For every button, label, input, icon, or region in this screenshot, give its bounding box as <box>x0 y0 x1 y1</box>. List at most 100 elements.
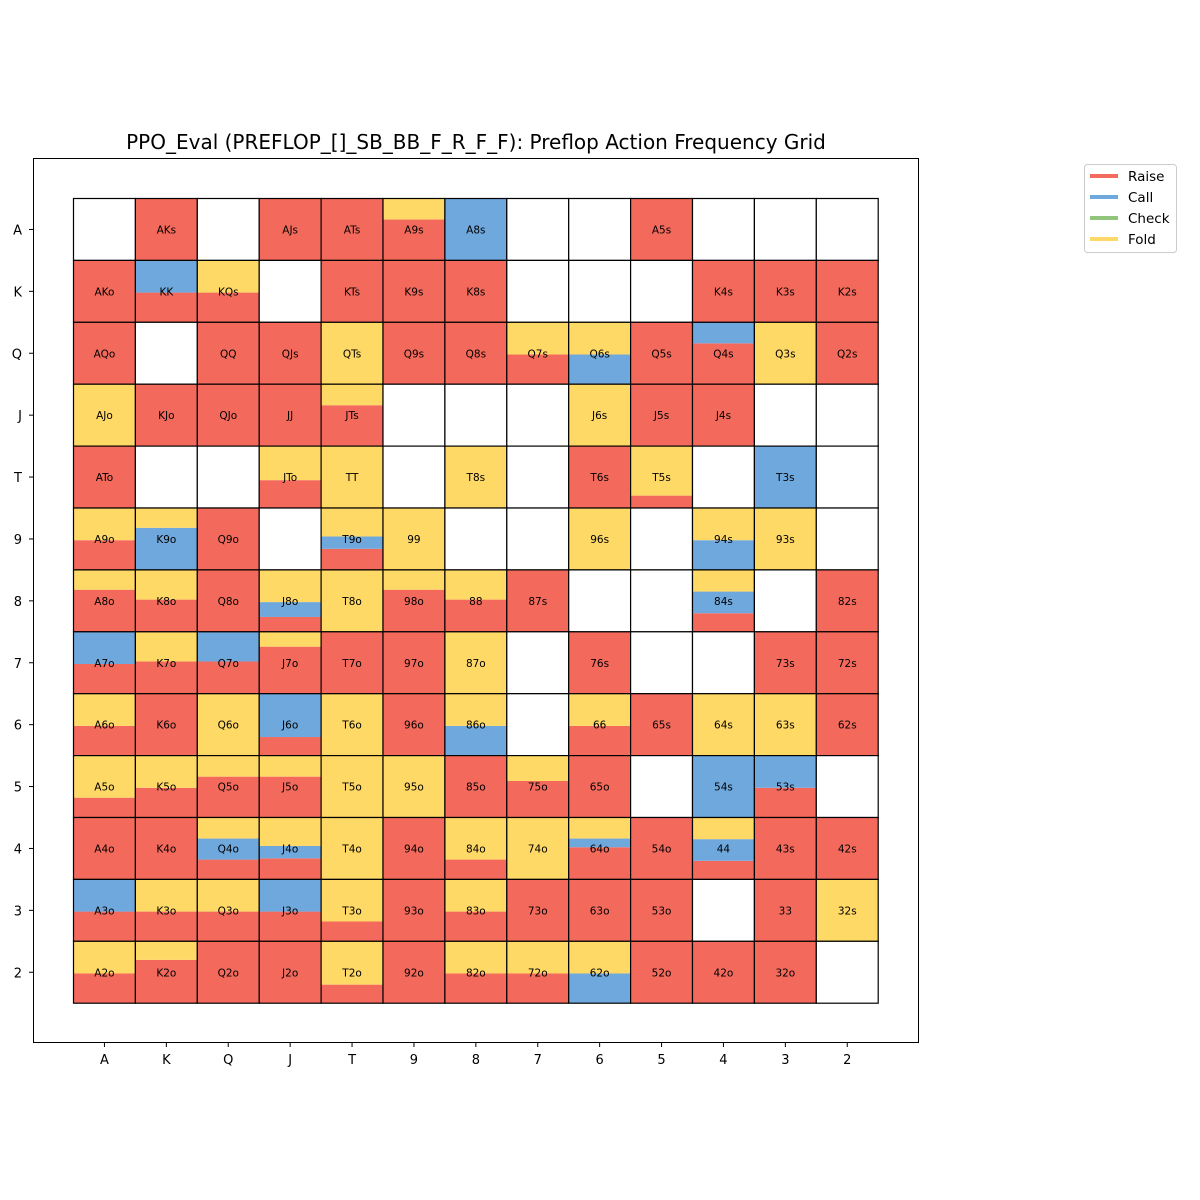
grid-cell: A5s <box>629 197 694 262</box>
grid-cell: 43s <box>753 816 817 881</box>
cell-label: 84s <box>714 596 733 608</box>
raise-segment <box>259 198 322 261</box>
x-tick-label: 4 <box>719 1053 727 1068</box>
cell-background <box>383 384 445 447</box>
grid-cell: 64s <box>691 693 756 757</box>
raise-segment <box>630 941 693 1004</box>
grid-cell: QQ <box>196 321 260 385</box>
cell-label: KQs <box>218 286 239 298</box>
raise-segment <box>754 631 817 694</box>
raise-segment <box>816 817 879 880</box>
grid-cell: AKs <box>134 197 198 262</box>
raise-segment <box>321 405 383 447</box>
fold-segment <box>816 879 879 942</box>
x-tick-label: 9 <box>410 1053 418 1068</box>
raise-segment <box>197 569 260 632</box>
cell-background <box>506 631 569 694</box>
grid-cell: 85o <box>444 754 508 819</box>
y-tick-label: 5 <box>14 781 22 796</box>
cell-label: K9s <box>404 286 423 298</box>
fold-segment <box>259 631 322 647</box>
grid-cell: 96s <box>568 507 632 571</box>
cell-label: 72o <box>528 967 548 979</box>
fold-segment <box>135 631 198 662</box>
grid-cell: JJ <box>258 383 322 447</box>
grid-cell: 87o <box>444 631 508 695</box>
raise-segment <box>259 616 322 632</box>
call-segment <box>692 322 755 344</box>
call-segment <box>692 540 755 570</box>
raise-segment <box>506 879 569 942</box>
grid-cell: T7o <box>320 631 384 695</box>
cell-label: Q4o <box>218 843 239 855</box>
y-tick-label: Q <box>12 347 22 362</box>
raise-segment <box>444 260 507 323</box>
y-tick-label: 8 <box>14 595 22 610</box>
raise-segment <box>444 755 507 818</box>
cell-label: 44 <box>717 843 731 855</box>
call-segment <box>568 973 631 1004</box>
cell-background <box>506 198 569 261</box>
cell-label: T6s <box>589 472 609 484</box>
raise-segment <box>135 661 198 694</box>
grid-cell: K4o <box>134 816 198 881</box>
grid-cell: J2o <box>258 940 322 1004</box>
raise-segment <box>630 495 693 508</box>
raise-segment <box>383 817 445 880</box>
grid-cell: A4o <box>72 816 137 881</box>
grid-cell: JTo <box>258 445 322 509</box>
grid-cell: Q4s <box>691 321 756 385</box>
fold-segment <box>135 941 198 960</box>
cell-label: T8o <box>341 596 362 608</box>
cell-background <box>692 879 755 942</box>
x-tick-label: J <box>287 1053 292 1068</box>
grid-cell: Q3o <box>196 878 260 942</box>
cell-label: JJ <box>286 410 293 422</box>
cell-background <box>816 384 879 447</box>
cell-label: A3o <box>94 905 114 917</box>
grid-cell: 76s <box>568 631 632 695</box>
cell-background <box>259 260 322 323</box>
grid-cell: T2o <box>320 940 384 1004</box>
grid-cell <box>506 383 570 447</box>
cell-label: 42s <box>838 843 857 855</box>
grid-cell: 87s <box>506 569 570 633</box>
grid-cell: Q8s <box>444 321 508 385</box>
fold-segment <box>321 755 383 818</box>
call-segment <box>259 693 322 738</box>
grid-cell <box>506 445 570 509</box>
call-segment <box>444 198 507 261</box>
cell-label: AJs <box>282 224 298 236</box>
x-tick-label: 7 <box>534 1053 542 1068</box>
grid-cell <box>629 631 694 695</box>
cell-label: A9o <box>94 534 114 546</box>
x-tick-label: T <box>347 1053 356 1068</box>
raise-segment <box>73 446 136 508</box>
fold-segment <box>444 631 507 694</box>
cell-label: J2o <box>281 967 298 979</box>
cell-label: 93o <box>404 905 424 917</box>
fold-segment <box>135 879 198 912</box>
grid-cell <box>444 507 508 571</box>
grid-cell: ATs <box>320 197 384 262</box>
cell-label: 92o <box>404 967 424 979</box>
grid-cell: J7o <box>258 631 322 695</box>
fold-segment <box>506 322 569 355</box>
cell-label: 65s <box>652 720 671 732</box>
cell-background <box>197 198 260 261</box>
grid-cell: 72s <box>815 631 879 695</box>
cell-label: T6o <box>341 720 362 732</box>
raise-segment <box>135 817 198 880</box>
fold-segment <box>568 508 631 570</box>
grid-cell <box>382 445 446 509</box>
grid-cell: A8s <box>444 197 508 262</box>
grid-cell: K2o <box>134 940 198 1004</box>
fold-segment <box>197 260 260 293</box>
grid-cell <box>196 445 260 509</box>
grid-cell: 63o <box>568 878 632 942</box>
cell-label: JTs <box>344 410 358 422</box>
grid-cell: A2o <box>72 940 137 1004</box>
cell-label: 85o <box>466 782 486 794</box>
call-segment <box>259 879 322 912</box>
fold-segment <box>73 569 136 590</box>
